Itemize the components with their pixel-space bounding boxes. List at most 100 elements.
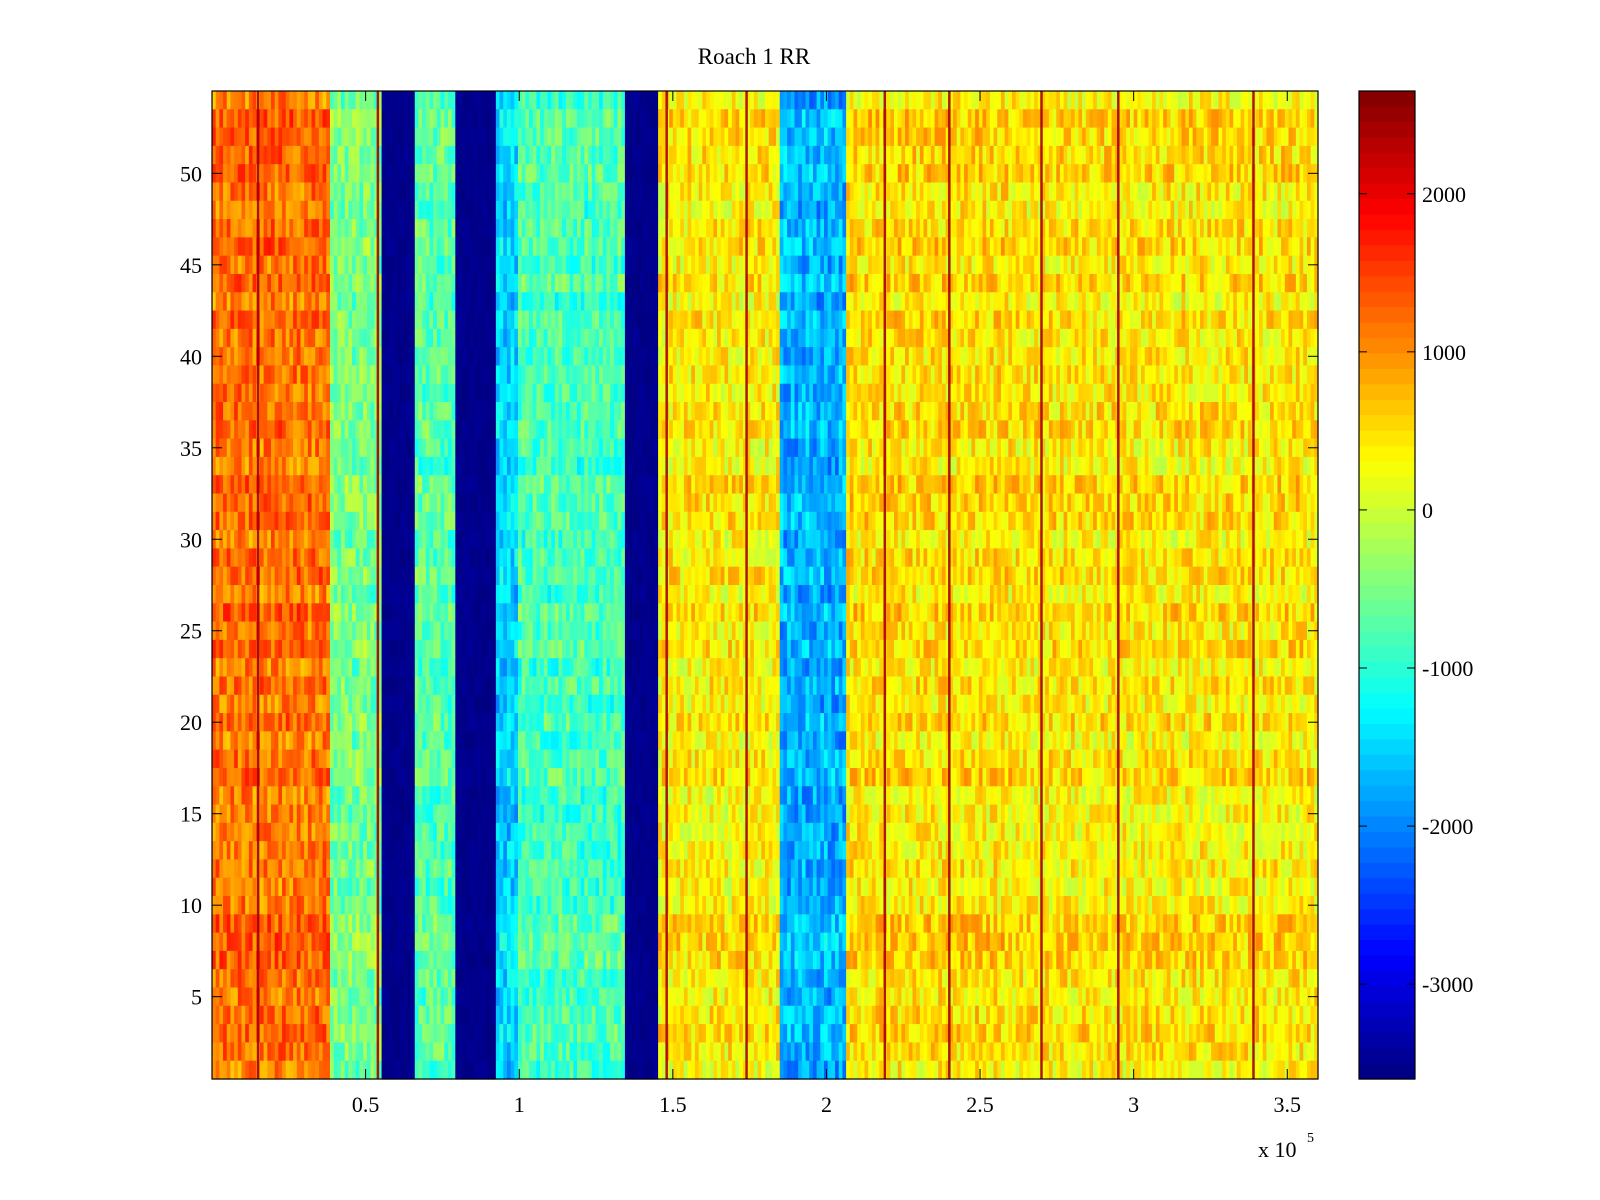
heatmap-cell (510, 145, 515, 165)
heatmap-cell (374, 109, 379, 129)
heatmap-cell (971, 310, 976, 330)
heatmap-cell (341, 91, 346, 110)
heatmap-cell (864, 145, 869, 165)
heatmap-cell (879, 91, 884, 110)
heatmap-cell (912, 145, 917, 165)
heatmap-cell (731, 164, 737, 184)
heatmap-cell (1203, 164, 1208, 184)
heatmap-cell (462, 310, 467, 330)
heatmap-cell (860, 200, 866, 220)
heatmap-cell (1096, 219, 1102, 238)
heatmap-cell (706, 127, 711, 147)
heatmap-cell (713, 127, 718, 147)
heatmap-cell (1266, 127, 1271, 147)
heatmap-cell (588, 200, 593, 220)
heatmap-cell (768, 237, 773, 257)
heatmap-cell (315, 109, 320, 129)
heatmap-cell (1074, 273, 1079, 293)
heatmap-cell (440, 91, 445, 110)
heatmap-cell (1015, 200, 1020, 220)
heatmap-cell (1203, 145, 1208, 165)
heatmap-cell (329, 292, 335, 312)
heatmap-cell (772, 200, 777, 220)
heatmap-cell (783, 164, 788, 184)
heatmap-cell (411, 310, 416, 330)
heatmap-cell (742, 145, 748, 165)
heatmap-cell (1089, 328, 1094, 348)
heatmap-cell (1188, 365, 1194, 385)
heatmap-cell (1126, 328, 1131, 348)
heatmap-cell (296, 273, 302, 293)
heatmap-cell (820, 347, 825, 367)
heatmap-cell (728, 292, 733, 312)
heatmap-cell (613, 219, 619, 238)
heatmap-cell (473, 328, 479, 348)
heatmap-cell (499, 145, 504, 165)
heatmap-cell (1273, 127, 1279, 147)
heatmap-cell (1266, 219, 1271, 238)
heatmap-cell (643, 347, 648, 367)
heatmap-cell (1177, 347, 1183, 367)
heatmap-cell (1126, 91, 1131, 110)
heatmap-cell (1000, 365, 1006, 385)
heatmap-cell (823, 145, 829, 165)
heatmap-cell (1104, 255, 1109, 275)
heatmap-cell (1240, 200, 1245, 220)
heatmap-cell (329, 237, 335, 257)
heatmap-cell (860, 219, 866, 238)
heatmap-cell (709, 255, 714, 275)
heatmap-cell (661, 255, 667, 275)
heatmap-cell (237, 164, 243, 184)
heatmap-cell (234, 255, 239, 275)
heatmap-cell (683, 328, 689, 348)
heatmap-cell (569, 383, 574, 403)
heatmap-cell (1008, 182, 1013, 202)
heatmap-cell (1133, 237, 1138, 257)
heatmap-cell (459, 328, 464, 348)
heatmap-cell (1314, 292, 1319, 312)
heatmap-cell (776, 347, 781, 367)
heatmap-cell (1056, 145, 1061, 165)
heatmap-cell (632, 91, 637, 110)
heatmap-cell (403, 200, 408, 220)
heatmap-cell (1019, 91, 1024, 110)
heatmap-cell (901, 383, 906, 403)
heatmap-cell (680, 164, 685, 184)
heatmap-cell (698, 347, 703, 367)
heatmap-cell (997, 219, 1002, 238)
heatmap-cell (757, 164, 762, 184)
heatmap-cell (230, 182, 235, 202)
heatmap-cell (543, 145, 549, 165)
heatmap-cell (576, 292, 582, 312)
heatmap-cell (344, 109, 350, 129)
heatmap-cell (728, 219, 733, 238)
heatmap-cell (274, 91, 279, 110)
heatmap-cell (484, 310, 490, 330)
heatmap-cell (794, 383, 799, 403)
heatmap-cell (1270, 164, 1275, 184)
heatmap-cell (1236, 164, 1242, 184)
heatmap-cell (683, 347, 689, 367)
heatmap-cell (897, 127, 903, 147)
heatmap-cell (1229, 182, 1234, 202)
heatmap-cell (1015, 292, 1020, 312)
heatmap-cell (838, 273, 844, 293)
heatmap-cell (971, 255, 976, 275)
heatmap-cell (1236, 237, 1242, 257)
heatmap-cell (978, 310, 984, 330)
heatmap-cell (1030, 164, 1035, 184)
heatmap-cell (285, 145, 291, 165)
heatmap-cell (908, 292, 914, 312)
heatmap-cell (1126, 255, 1131, 275)
heatmap-cell (1052, 365, 1057, 385)
heatmap-cell (1122, 91, 1127, 110)
heatmap-cell (433, 365, 438, 385)
heatmap-cell (1045, 255, 1050, 275)
heatmap-cell (1225, 200, 1231, 220)
heatmap-cell (215, 328, 220, 348)
heatmap-cell (1270, 273, 1275, 293)
heatmap-cell (613, 365, 619, 385)
heatmap-cell (787, 237, 792, 257)
heatmap-cell (831, 292, 836, 312)
heatmap-cell (923, 200, 928, 220)
